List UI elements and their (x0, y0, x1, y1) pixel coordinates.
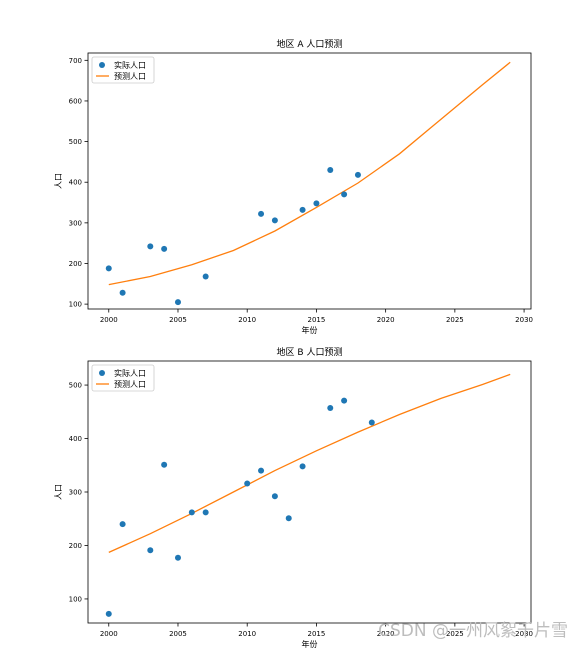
actual-point (105, 610, 112, 617)
x-tick-label: 2000 (100, 316, 118, 324)
legend-label-predicted: 预测人口 (114, 71, 146, 81)
x-axis-label: 年份 (302, 639, 318, 649)
x-tick-label: 2020 (377, 630, 395, 638)
actual-point (258, 210, 265, 217)
y-tick-label: 100 (69, 595, 82, 603)
actual-point (299, 463, 306, 470)
actual-point (299, 206, 306, 213)
y-tick-label: 700 (69, 57, 82, 65)
actual-point (313, 200, 320, 207)
x-tick-label: 2015 (308, 630, 326, 638)
x-tick-label: 2025 (446, 316, 464, 324)
actual-point (271, 217, 278, 224)
chart-title: 地区 A 人口预测 (277, 38, 343, 50)
predicted-line (108, 61, 511, 286)
x-tick-label: 2010 (238, 316, 256, 324)
actual-point (188, 509, 195, 516)
y-tick-label: 200 (69, 542, 82, 550)
chart-panel-2: 地区 B 人口预测 2000 2005 2010 2015 2020 2025 2030 100… (54, 346, 533, 649)
x-tick-label: 2005 (169, 630, 187, 638)
y-tick-label: 500 (69, 382, 82, 390)
actual-point (161, 461, 168, 468)
actual-point (354, 171, 361, 178)
y-axis-label: 人口 (54, 173, 63, 189)
actual-point (327, 405, 334, 412)
actual-point (147, 547, 154, 554)
y-tick-label: 400 (69, 179, 82, 187)
chart-title: 地区 B 人口预测 (277, 346, 343, 358)
actual-point (244, 480, 251, 487)
x-tick-label: 2030 (515, 316, 533, 324)
actual-point (119, 289, 126, 296)
actual-point (258, 467, 265, 474)
y-tick-label: 500 (69, 138, 82, 146)
x-tick-label: 2000 (100, 630, 118, 638)
y-tick-label: 300 (69, 219, 82, 227)
y-tick-label: 400 (69, 435, 82, 443)
actual-point (271, 493, 278, 500)
y-tick-label: 100 (69, 301, 82, 309)
y-tick-label: 300 (69, 489, 82, 497)
x-axis-label: 年份 (302, 325, 318, 335)
actual-point (341, 191, 348, 198)
x-tick-label: 2020 (377, 316, 395, 324)
actual-point (341, 397, 348, 404)
actual-point (147, 243, 154, 250)
actual-point (105, 265, 112, 272)
chart-panel-1: 地区 A 人口预测 2000 2005 2010 2015 2020 2025 2030 100… (54, 38, 533, 335)
x-tick-label: 2015 (308, 316, 326, 324)
actual-point (202, 273, 209, 280)
actual-point (368, 419, 375, 426)
actual-point (161, 245, 168, 252)
actual-point (285, 515, 292, 522)
plot-frame (87, 52, 532, 310)
legend-label-actual: 实际人口 (114, 368, 146, 378)
plot-frame (87, 360, 532, 624)
legend-label-actual: 实际人口 (114, 60, 146, 70)
x-tick-label: 2025 (446, 630, 464, 638)
y-tick-label: 200 (69, 260, 82, 268)
x-tick-label: 2010 (238, 630, 256, 638)
actual-point (119, 521, 126, 528)
actual-point (327, 167, 334, 174)
x-tick-label: 2005 (169, 316, 187, 324)
legend-marker-actual (99, 62, 105, 68)
legend-label-predicted: 预测人口 (114, 379, 146, 389)
watermark: CSDN @一州风絮千片雪 (378, 621, 568, 641)
actual-point (174, 299, 181, 306)
actual-point (202, 509, 209, 516)
legend-marker-actual (99, 370, 105, 376)
actual-point (174, 554, 181, 561)
predicted-line (108, 373, 511, 553)
x-tick-label: 2030 (515, 630, 533, 638)
y-axis-label: 人口 (54, 484, 63, 500)
y-tick-label: 600 (69, 97, 82, 105)
